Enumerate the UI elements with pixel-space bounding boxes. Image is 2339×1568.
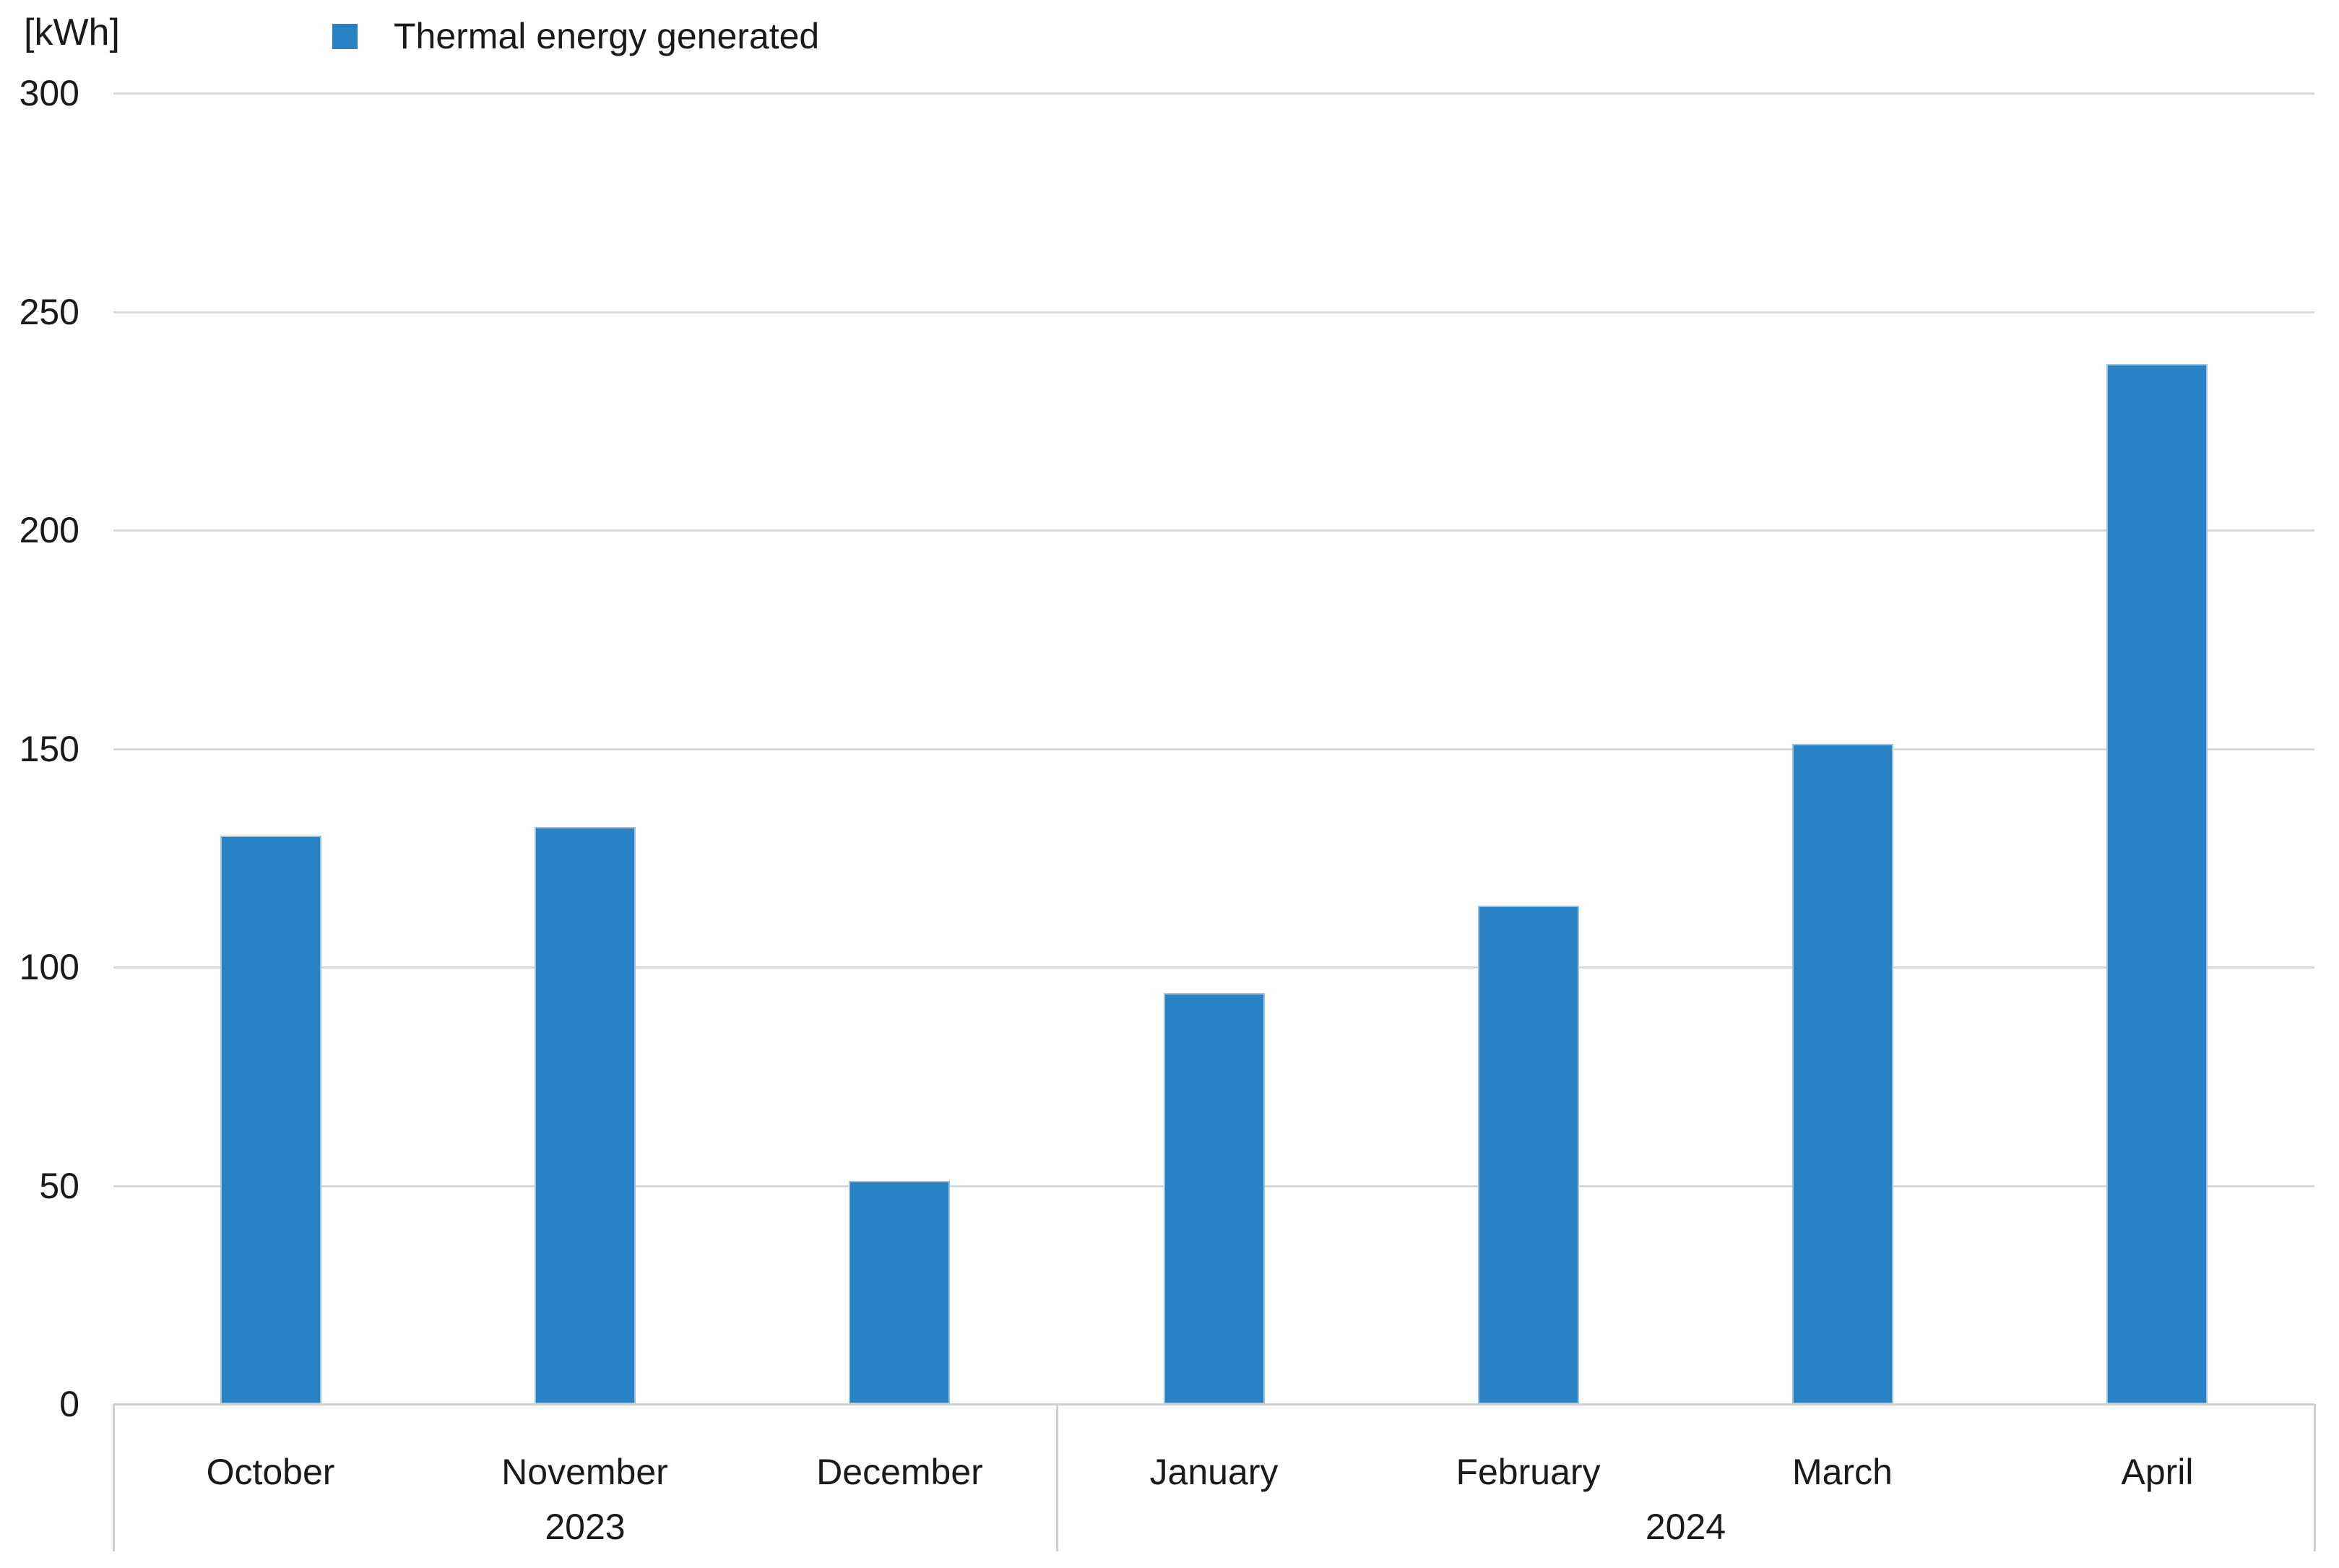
legend: Thermal energy generated <box>332 16 819 56</box>
y-axis-unit-label: [kWh] <box>24 12 120 53</box>
gridline-150 <box>113 748 2314 750</box>
legend-label: Thermal energy generated <box>394 16 820 56</box>
x-group-label-2024: 2024 <box>1645 1507 1726 1547</box>
x-label-january: January <box>1149 1452 1279 1492</box>
bar-january <box>1164 993 1265 1404</box>
y-tick-label-150: 150 <box>19 729 79 769</box>
bar-december <box>849 1181 950 1404</box>
y-tick-label-50: 50 <box>39 1166 79 1206</box>
gridline-100 <box>113 966 2314 969</box>
x-label-february: February <box>1456 1452 1601 1492</box>
x-label-march: March <box>1792 1452 1893 1492</box>
x-axis-separator <box>113 1404 115 1551</box>
x-label-october: October <box>206 1452 335 1492</box>
bar-february <box>1478 906 1579 1404</box>
x-label-november: November <box>501 1452 668 1492</box>
bar-october <box>220 836 321 1404</box>
y-tick-label-300: 300 <box>19 73 79 113</box>
y-tick-label-250: 250 <box>19 292 79 332</box>
x-label-april: April <box>2121 1452 2194 1492</box>
gridline-300 <box>113 92 2314 95</box>
gridline-250 <box>113 311 2314 313</box>
y-tick-label-200: 200 <box>19 510 79 550</box>
x-axis-separator <box>1056 1404 1058 1551</box>
y-tick-label-0: 0 <box>59 1384 79 1424</box>
y-tick-label-100: 100 <box>19 947 79 987</box>
bar-april <box>2106 364 2208 1404</box>
x-axis-line <box>113 1403 2314 1405</box>
x-label-december: December <box>816 1452 983 1492</box>
legend-swatch-icon <box>332 23 358 49</box>
x-axis-separator <box>2314 1404 2316 1551</box>
bar-march <box>1792 744 1893 1404</box>
bar-november <box>535 827 636 1404</box>
x-group-label-2023: 2023 <box>545 1507 626 1547</box>
gridline-200 <box>113 529 2314 532</box>
